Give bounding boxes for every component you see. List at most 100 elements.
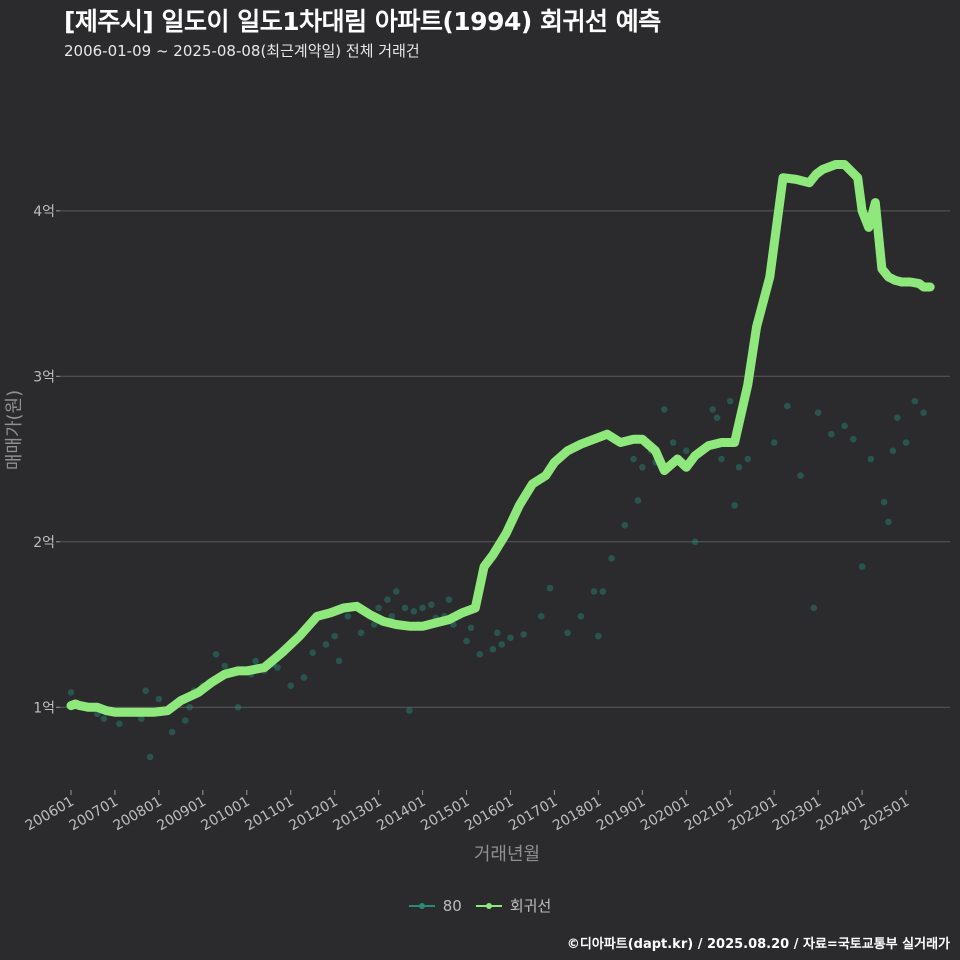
y-tick-label: 2억 [33, 535, 55, 551]
scatter-point [841, 422, 848, 430]
scatter-point [718, 455, 725, 463]
scatter-point [661, 406, 668, 413]
y-tick-label: 4억 [33, 204, 55, 220]
scatter-point [867, 455, 875, 463]
scatter-point [713, 414, 721, 421]
x-tick-label: 201901 [594, 794, 648, 835]
scatter-point [155, 695, 163, 703]
scatter-point [608, 555, 615, 562]
scatter-point [858, 563, 866, 570]
legend-item-regression[interactable]: 회귀선 [475, 895, 552, 916]
x-tick-label: 202201 [726, 794, 780, 835]
scatter-point [322, 641, 330, 648]
x-tick-label: 201801 [550, 794, 604, 835]
scatter-point [67, 689, 75, 696]
scatter-point [234, 703, 242, 711]
x-tick-label: 200901 [155, 794, 209, 835]
legend-swatch-regression [475, 900, 502, 912]
scatter-point [445, 596, 453, 604]
scatter-point [401, 604, 409, 612]
scatter-point [546, 584, 554, 592]
scatter-point [388, 612, 396, 620]
legend-label-regression: 회귀선 [509, 897, 552, 915]
scatter-point [392, 588, 400, 595]
scatter-point [709, 406, 716, 413]
scatter-point [784, 402, 791, 410]
x-tick-label: 201201 [286, 794, 340, 835]
scatter-point [797, 472, 804, 479]
scatter-point [564, 629, 571, 637]
scatter-point [375, 604, 382, 612]
scatter-point [142, 687, 150, 695]
x-tick-label: 202101 [682, 794, 736, 835]
scatter-point [621, 521, 629, 529]
x-tick-label: 201101 [242, 794, 296, 835]
scatter-point [309, 649, 317, 656]
scatter-point [537, 612, 545, 620]
scatter-point [467, 624, 475, 632]
scatter-point [726, 397, 734, 405]
legend: 80 회귀선 [0, 895, 960, 916]
x-tick-label: 201601 [462, 794, 516, 835]
scatter-point [850, 435, 857, 443]
y-tick-label: 1억 [33, 700, 55, 716]
scatter-point [507, 634, 514, 642]
scatter-point [370, 621, 378, 628]
scatter-point [920, 409, 927, 417]
scatter-point [498, 641, 506, 648]
scatter-point [406, 707, 413, 714]
x-tick-label: 201701 [506, 794, 560, 835]
scatter-point [212, 651, 220, 658]
scatter-point [419, 604, 426, 612]
x-tick-label: 201401 [374, 794, 428, 835]
x-tick-label: 201501 [418, 794, 472, 835]
scatter-point [221, 662, 229, 670]
y-axis-label: 매매가(원) [4, 390, 25, 470]
scatter-point [735, 464, 743, 471]
legend-item-80[interactable]: 80 [408, 896, 462, 915]
scatter-points [67, 397, 927, 761]
y-axis-ticks: 1억 2억 3억 4억 [33, 204, 60, 716]
scatter-point [186, 703, 193, 711]
regression-line-group [66, 160, 935, 717]
scatter-point [428, 601, 435, 608]
source-credit: ©디아파트(dapt.kr) / 2025.08.20 / 자료=국토교통부 실… [566, 937, 950, 952]
scatter-point [335, 657, 343, 665]
x-tick-label: 201301 [330, 794, 384, 835]
scatter-point [630, 455, 637, 463]
scatter-point [590, 588, 598, 595]
scatter-point [287, 682, 295, 690]
scatter-point [577, 612, 585, 620]
scatter-point [476, 651, 484, 658]
scatter-point [489, 646, 497, 653]
scatter-point [744, 455, 752, 463]
legend-swatch-80 [408, 900, 435, 912]
x-tick-label: 202501 [858, 794, 912, 835]
scatter-point [252, 657, 259, 665]
scatter-point [599, 588, 607, 595]
scatter-point [146, 753, 154, 761]
x-axis-label: 거래년월 [474, 844, 540, 865]
x-tick-label: 200701 [67, 794, 121, 835]
scatter-point [885, 518, 892, 526]
scatter-point [357, 629, 365, 637]
x-axis-ticks: 2006012007012008012009012010012011012012… [23, 790, 912, 834]
x-tick-label: 201001 [198, 794, 252, 835]
scatter-point [463, 637, 470, 645]
scatter-point [639, 464, 646, 471]
x-tick-label: 202001 [638, 794, 692, 835]
scatter-point [828, 430, 835, 438]
scatter-point [168, 728, 176, 736]
scatter-point [893, 414, 901, 421]
scatter-point [384, 596, 391, 604]
scatter-point [181, 717, 189, 724]
gridlines [60, 210, 950, 708]
x-tick-label: 202401 [814, 794, 868, 835]
scatter-point [116, 720, 123, 728]
x-tick-label: 202301 [770, 794, 824, 835]
legend-label-80: 80 [442, 896, 462, 915]
regression-line [66, 160, 935, 717]
scatter-point [810, 604, 818, 612]
scatter-point [669, 439, 677, 446]
